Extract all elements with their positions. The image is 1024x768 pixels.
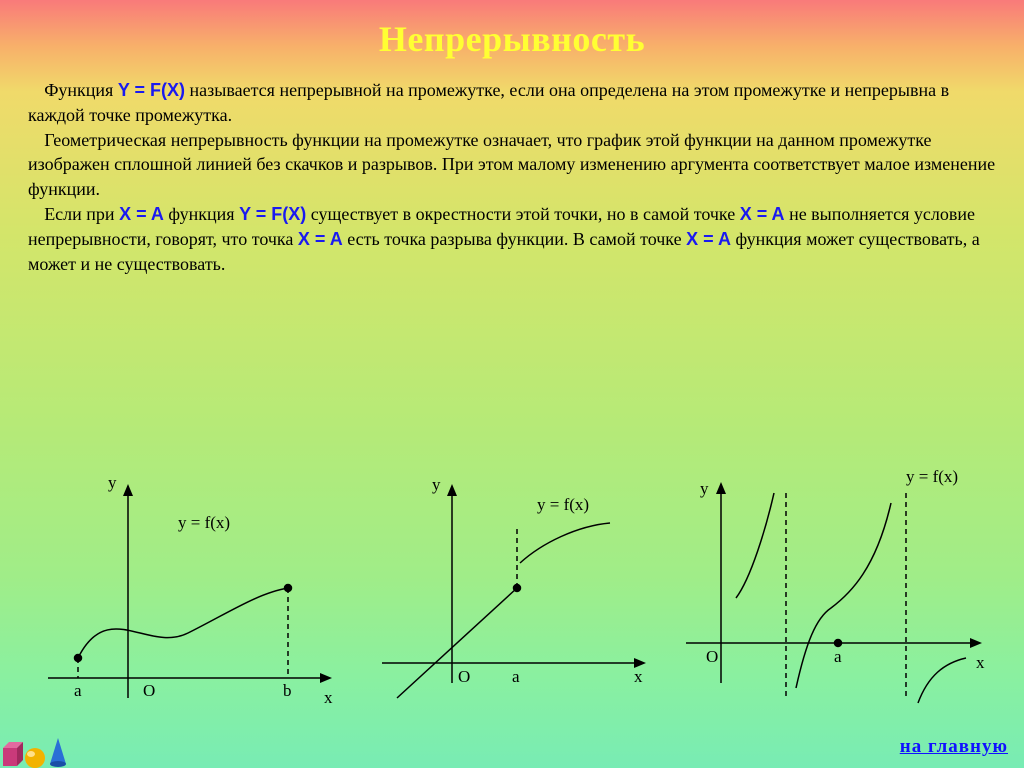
axis-x-label: x — [324, 688, 333, 707]
tick-a-2: a — [512, 667, 520, 686]
tick-a-3: a — [834, 647, 842, 666]
home-link[interactable]: на главную — [900, 736, 1008, 758]
p2: Геометрическая непрерывность функции на … — [28, 130, 995, 200]
p3b: функция — [164, 204, 239, 224]
p3c: существует в окрестности этой точки, но … — [306, 204, 739, 224]
kw-yfx-1: Y = F(X) — [118, 80, 185, 100]
p3e: есть точка разрыва функции. В самой точк… — [343, 229, 686, 249]
decorative-3d-icon — [0, 728, 80, 768]
axis-O-label-3: O — [706, 647, 718, 666]
axis-x-label-3: x — [976, 653, 985, 672]
body-text: Функция Y = F(X) называется непрерывной … — [28, 78, 996, 277]
axis-O-label: O — [143, 681, 155, 700]
axis-y-label: y — [108, 473, 117, 492]
charts-row: y O x a b y = f(x) — [28, 468, 996, 728]
axis-x-label-2: x — [634, 667, 643, 686]
chart-discontinuous-undefined: y O a x y = f(x) — [666, 468, 996, 728]
kw-xa-2: X = A — [740, 204, 785, 224]
chart-discontinuous-defined: y O a x y = f(x) — [352, 468, 662, 728]
axis-O-label-2: O — [458, 667, 470, 686]
kw-xa-3: X = A — [298, 229, 343, 249]
tick-b: b — [283, 681, 292, 700]
tick-a: a — [74, 681, 82, 700]
slide: Непрерывность Функция Y = F(X) называетс… — [0, 0, 1024, 768]
p1a: Функция — [44, 80, 118, 100]
chart-continuous: y O x a b y = f(x) — [28, 468, 348, 728]
fx-label-1: y = f(x) — [178, 513, 230, 532]
p3a: Если при — [44, 204, 119, 224]
axis-y-label-3: y — [700, 479, 709, 498]
page-title: Непрерывность — [28, 18, 996, 60]
fx-label-2: y = f(x) — [537, 495, 589, 514]
kw-xa-4: X = A — [686, 229, 731, 249]
kw-yfx-2: Y = F(X) — [239, 204, 306, 224]
fx-label-3: y = f(x) — [906, 468, 958, 486]
kw-xa-1: X = A — [119, 204, 164, 224]
axis-y-label-2: y — [432, 475, 441, 494]
